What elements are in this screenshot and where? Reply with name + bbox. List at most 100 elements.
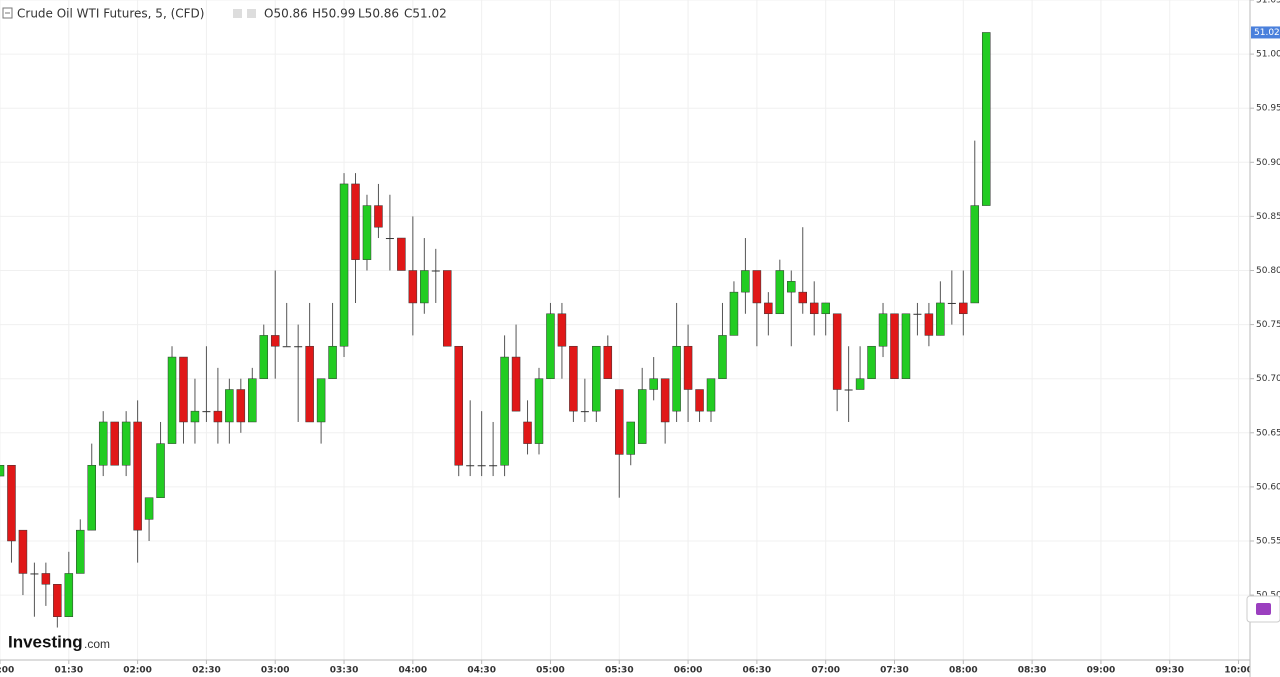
candle-body [924,313,934,336]
x-tick-label: 05:30 [605,666,634,676]
collapse-icon[interactable] [2,7,13,19]
candle-body [431,270,440,272]
x-tick-label: 05:00 [536,666,565,676]
candle-body [832,313,842,390]
candle-body [110,421,119,466]
candle-body [98,421,108,466]
x-tick-label: 07:30 [880,666,909,676]
candle-body [0,464,5,477]
candle-body [913,313,922,315]
y-tick-label: 50.70 [1256,374,1280,384]
candle-body [133,421,142,531]
candle-body [890,313,899,379]
x-tick-label: 06:30 [743,666,772,676]
x-tick-label: 04:00 [399,666,428,676]
settings-icon[interactable] [247,9,256,18]
candle-body [741,270,750,293]
y-tick-label: 50.65 [1256,428,1280,438]
candle-body [121,421,131,466]
candle-body [466,465,475,467]
candle-body [878,313,888,347]
logo-main: Investing [8,632,83,651]
y-tick-label: 51.05 [1256,0,1280,6]
candle-body [53,584,62,617]
candle-body [213,410,223,423]
candle-body [787,281,796,293]
y-tick-label: 50.55 [1256,536,1280,546]
candle-body [397,237,406,271]
y-tick-label: 50.85 [1256,212,1280,222]
candle-body [603,345,613,379]
y-tick-label: 50.80 [1256,266,1280,276]
candle-body [270,335,280,347]
candle-body [339,183,349,347]
x-tick-label: 04:30 [467,666,496,676]
candle-body [362,205,372,260]
ohlc-close: C51.02 [404,7,447,21]
candle-body [408,270,418,304]
x-tick-label: 01:00 [0,666,14,676]
candle-body [259,335,269,379]
candle-body [775,270,785,315]
candle-body [672,345,681,412]
chart-title: Crude Oil WTI Futures, 5, (CFD) [17,7,204,21]
candle-body [87,464,96,531]
candle-body [534,378,544,444]
ohlc-high: H50.99 [312,7,355,21]
candle-body [294,346,303,348]
candle-body [18,529,28,574]
candle-body [649,378,658,390]
candle-body [41,573,51,585]
candle-body [981,32,991,206]
x-tick-label: 09:30 [1155,666,1184,676]
candle-body [729,291,739,336]
candle-body [809,302,819,315]
candle-body [557,313,567,347]
candle-body [477,465,486,467]
candle-body [821,302,830,315]
y-tick-label: 50.95 [1256,104,1280,114]
candle-body [225,389,234,423]
x-tick-label: 07:00 [811,666,840,676]
candle-body [420,270,429,304]
candle-body [351,183,360,260]
candle-body [442,270,452,347]
ohlc-open: O50.86 [264,7,308,21]
candle-body [936,302,945,336]
candle-body [706,378,716,412]
candle-body [764,302,773,315]
side-button-icon [1256,603,1271,615]
y-tick-label: 51.00 [1256,50,1280,60]
candle-body [489,465,498,467]
candle-body [855,378,865,390]
candle-body [798,291,808,304]
x-tick-label: 08:00 [949,666,978,676]
candle-body [202,411,211,413]
x-tick-label: 06:00 [674,666,703,676]
eye-icon[interactable] [233,9,242,18]
candle-body [523,421,532,444]
candle-body [500,356,509,466]
price-tag [1251,26,1280,39]
candle-body [454,345,463,466]
candle-body [970,205,980,304]
x-tick-label: 10:00 [1224,666,1253,676]
candle-body [615,389,624,455]
candle-body [718,335,727,379]
candle-body [580,411,589,413]
x-tick-label: 03:00 [261,666,290,676]
price-tag-label: 51.02 [1254,28,1280,38]
candle-body [179,356,188,423]
candle-body [305,345,314,423]
candle-body [248,378,257,423]
candle-body [64,573,74,617]
candle-body [30,573,39,575]
x-tick-label: 01:30 [54,666,83,676]
candle-body [76,529,85,574]
candle-body [695,389,704,412]
candle-body [7,464,16,542]
candle-body [156,443,165,498]
candle-body [328,345,337,379]
